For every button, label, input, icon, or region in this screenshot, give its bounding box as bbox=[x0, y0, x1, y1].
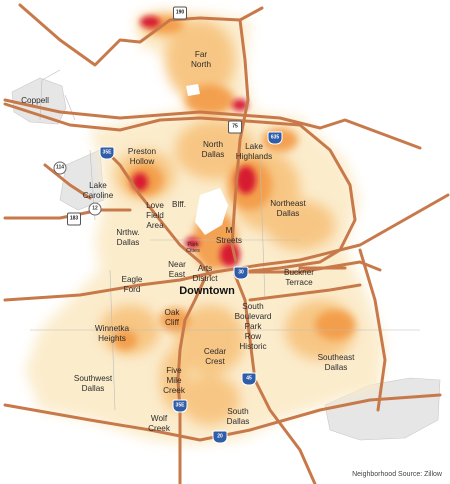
label-oak-cliff: Oak Cliff bbox=[164, 308, 180, 327]
label-far-north: Far North bbox=[190, 50, 212, 69]
label-park-cities: Park Cities bbox=[186, 242, 200, 254]
highway-shield-635: 635 bbox=[267, 131, 283, 145]
highway-shield-45: 45 bbox=[241, 372, 257, 386]
highway-shield-30: 30 bbox=[233, 266, 249, 280]
label-m-streets: M Streets bbox=[216, 226, 242, 245]
source-attribution: Neighborhood Source: Zillow bbox=[352, 471, 442, 478]
label-lake-caroline: Lake Caroline bbox=[82, 181, 114, 200]
label-eagle-ford: Eagle Ford bbox=[121, 275, 143, 294]
label-wolf-creek: Wolf Creek bbox=[148, 414, 170, 433]
label-north-dallas: North Dallas bbox=[201, 140, 225, 159]
label-preston-hollow: Preston Hollow bbox=[127, 147, 157, 166]
highway-shield-190: 190 bbox=[173, 6, 187, 20]
label-nrthw-dallas: Nrthw. Dallas bbox=[116, 228, 140, 247]
highway-shield-35e-south: 35E bbox=[172, 399, 188, 413]
highway-shield-75: 75 bbox=[228, 120, 242, 134]
label-cedar-crest: Cedar Crest bbox=[203, 347, 227, 366]
label-near-east: Near East bbox=[168, 260, 186, 279]
water bbox=[186, 84, 228, 235]
highway-shield-12: 12 bbox=[88, 202, 102, 216]
highway-shield-183: 183 bbox=[67, 212, 81, 226]
label-lake-highlands: Lake Highlands bbox=[235, 142, 273, 161]
highway-shield-20: 20 bbox=[212, 430, 228, 444]
label-arts-district: Arts District bbox=[192, 264, 218, 283]
label-love-field-area: Love Field Area bbox=[146, 201, 164, 230]
label-south-dallas: South Dallas bbox=[226, 407, 250, 426]
label-bluffview: Blff. bbox=[172, 200, 186, 209]
label-five-mile-creek: Five Mile Creek bbox=[163, 366, 185, 395]
label-south-boulevard: South Boulevard Park Row Historic bbox=[234, 302, 272, 351]
label-northeast-dallas: Northeast Dallas bbox=[270, 199, 306, 218]
label-coppell: Coppell bbox=[21, 96, 49, 105]
label-southeast-dallas: Southeast Dallas bbox=[317, 353, 355, 372]
highway-shield-114: 114 bbox=[53, 161, 67, 175]
label-buckner-terrace: Buckner Terrace bbox=[283, 268, 315, 287]
label-winnetka-heights: Winnetka Heights bbox=[94, 324, 130, 343]
label-downtown: Downtown bbox=[179, 285, 235, 297]
label-southwest-dallas: Southwest Dallas bbox=[73, 374, 113, 393]
heat-high bbox=[132, 16, 256, 267]
highway-shield-35e-north: 35E bbox=[99, 146, 115, 160]
